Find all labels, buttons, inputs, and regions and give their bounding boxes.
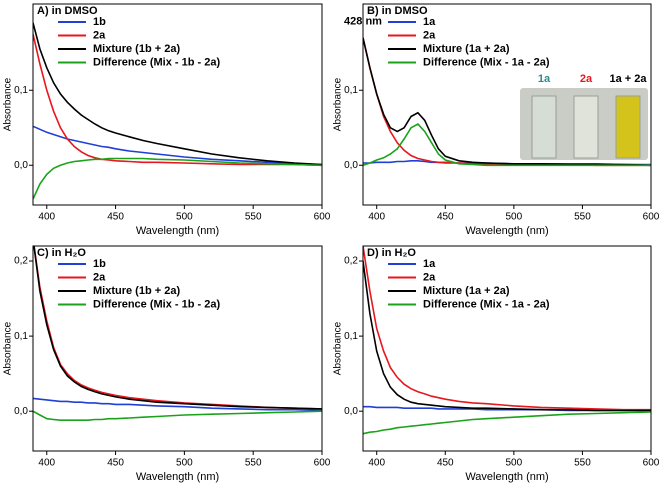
y-axis-label: Absorbance xyxy=(333,321,344,375)
data-line xyxy=(33,22,322,166)
legend-label: Mixture (1b + 2a) xyxy=(93,285,180,297)
data-line xyxy=(363,246,651,411)
inset-label: 1a + 2a xyxy=(609,73,647,85)
data-line xyxy=(363,411,651,435)
legend-label: 1a xyxy=(423,258,436,270)
vial xyxy=(531,95,557,159)
axes-frame xyxy=(32,245,323,452)
legend-label: 2a xyxy=(93,29,106,41)
x-tick-label: 450 xyxy=(437,212,454,223)
x-tick-label: 550 xyxy=(245,212,262,223)
data-line xyxy=(33,125,322,166)
data-line xyxy=(33,157,322,200)
data-line xyxy=(363,260,651,412)
x-tick-label: 500 xyxy=(176,212,193,223)
x-axis-label: Wavelength (nm) xyxy=(136,225,219,237)
y-axis-label: Absorbance xyxy=(3,321,14,375)
legend-label: Mixture (1a + 2a) xyxy=(423,43,510,55)
axes-frame xyxy=(362,245,652,452)
plot-area xyxy=(33,22,322,200)
x-tick-label: 550 xyxy=(574,212,591,223)
x-axis-label: Wavelength (nm) xyxy=(136,471,219,483)
legend-label: Mixture (1a + 2a) xyxy=(423,285,510,297)
panel-title: A) in DMSO xyxy=(37,5,98,17)
x-tick-label: 400 xyxy=(38,212,55,223)
y-tick-label: 0,1 xyxy=(344,331,358,342)
x-tick-label: 500 xyxy=(506,212,523,223)
data-line xyxy=(363,37,651,167)
x-tick-label: 450 xyxy=(437,458,454,469)
x-tick-label: 600 xyxy=(314,212,331,223)
plot-area xyxy=(363,246,651,435)
vial xyxy=(615,95,641,159)
legend-label: 2a xyxy=(423,271,436,283)
x-axis-label: Wavelength (nm) xyxy=(465,225,548,237)
data-line xyxy=(363,122,651,167)
x-tick-label: 400 xyxy=(368,212,385,223)
y-tick-label: 0,1 xyxy=(14,85,28,96)
x-tick-label: 600 xyxy=(643,212,660,223)
legend-label: Mixture (1b + 2a) xyxy=(93,43,180,55)
panel-title: C) in H₂O xyxy=(37,247,86,259)
x-tick-label: 450 xyxy=(107,212,124,223)
axes-frame xyxy=(362,3,652,206)
legend-label: Difference (Mix - 1b - 2a) xyxy=(93,56,220,68)
y-tick-label: 0,2 xyxy=(14,256,28,267)
panel-title: D) in H₂O xyxy=(367,247,416,259)
data-line xyxy=(33,410,322,421)
plot-area xyxy=(33,246,322,421)
x-tick-label: 450 xyxy=(107,458,124,469)
y-tick-label: 0,0 xyxy=(14,160,28,171)
plot-area xyxy=(363,37,651,167)
legend-label: 1a xyxy=(423,16,436,28)
x-axis-label: Wavelength (nm) xyxy=(465,471,548,483)
y-tick-label: 0,0 xyxy=(14,406,28,417)
x-tick-label: 500 xyxy=(506,458,523,469)
legend-label: 2a xyxy=(423,29,436,41)
legend-label: 1b xyxy=(93,258,106,270)
x-tick-label: 500 xyxy=(176,458,193,469)
panel-title: B) in DMSO xyxy=(367,5,428,17)
legend-label: 2a xyxy=(93,271,106,283)
y-tick-label: 0,2 xyxy=(344,256,358,267)
legend-label: Difference (Mix - 1a - 2a) xyxy=(423,298,550,310)
y-axis-label: Absorbance xyxy=(3,77,14,131)
y-tick-label: 0,1 xyxy=(14,331,28,342)
data-line xyxy=(33,397,322,412)
y-tick-label: 0,1 xyxy=(344,85,358,96)
y-tick-label: 0,0 xyxy=(344,160,358,171)
x-tick-label: 600 xyxy=(314,458,331,469)
axes-frame xyxy=(32,3,323,206)
data-line xyxy=(33,246,322,410)
legend-label: Difference (Mix - 1a - 2a) xyxy=(423,56,550,68)
y-tick-label: 0,0 xyxy=(344,406,358,417)
x-tick-label: 400 xyxy=(38,458,55,469)
x-tick-label: 550 xyxy=(574,458,591,469)
legend-label: 1b xyxy=(93,16,106,28)
x-tick-label: 550 xyxy=(245,458,262,469)
vial xyxy=(573,95,599,159)
x-tick-label: 600 xyxy=(643,458,660,469)
inset-label: 1a xyxy=(538,73,551,85)
legend-label: Difference (Mix - 1b - 2a) xyxy=(93,298,220,310)
inset-label: 2a xyxy=(580,73,593,85)
x-tick-label: 400 xyxy=(368,458,385,469)
y-axis-label: Absorbance xyxy=(333,77,344,131)
peak-annotation: 428 nm xyxy=(344,16,382,28)
